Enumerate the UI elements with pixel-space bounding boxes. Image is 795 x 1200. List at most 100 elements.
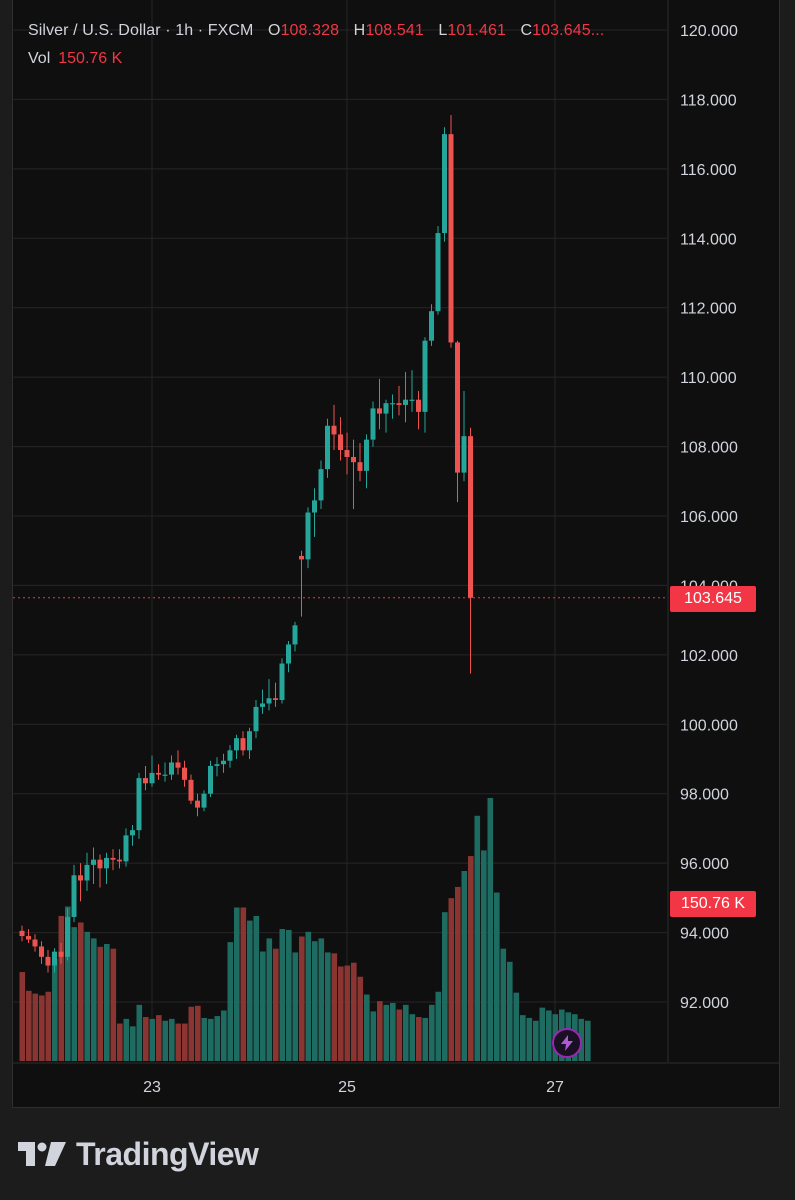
volume-bar <box>227 942 234 1061</box>
candle-body <box>78 875 83 881</box>
volume-bar <box>546 1010 552 1061</box>
candle <box>39 941 44 964</box>
volume-bar <box>448 898 455 1061</box>
candle <box>344 432 350 475</box>
volume-legend: Vol 150.76 K <box>28 50 122 68</box>
candle <box>156 764 161 780</box>
y-tick-label: 106.000 <box>680 509 738 526</box>
volume-bar <box>286 929 292 1061</box>
candle <box>422 337 428 433</box>
volume-bar <box>481 850 487 1061</box>
candle <box>299 550 304 617</box>
candle-body <box>455 342 460 473</box>
candle <box>409 370 415 412</box>
candle <box>214 757 220 777</box>
candle-body <box>357 462 363 471</box>
candle-body <box>253 706 259 732</box>
candle-body <box>409 399 415 401</box>
volume-bar <box>78 922 84 1061</box>
volume-bar <box>533 1020 539 1061</box>
volume-bar <box>526 1017 533 1061</box>
candle <box>318 460 324 510</box>
candle <box>19 925 25 942</box>
volume-bar <box>318 938 325 1061</box>
candle <box>312 488 317 537</box>
candle <box>201 790 207 812</box>
candle-body <box>26 936 31 940</box>
candle-body <box>312 500 317 513</box>
candle <box>442 127 447 242</box>
volume-bar <box>513 992 520 1061</box>
volume-bar <box>390 1002 396 1061</box>
candle <box>468 427 473 674</box>
candle <box>71 864 77 923</box>
volume-bar <box>208 1018 214 1061</box>
candle-body <box>247 731 252 751</box>
close-value: 103.645... <box>532 22 605 39</box>
volume-bar <box>201 1017 208 1061</box>
volume-bar <box>149 1018 156 1061</box>
lightning-icon[interactable] <box>552 1028 582 1058</box>
candle <box>188 774 194 805</box>
candle-body <box>91 859 96 865</box>
volume-bar <box>214 1016 221 1061</box>
volume-bar <box>429 1004 435 1061</box>
volume-bar <box>520 1015 526 1061</box>
chart-panel[interactable] <box>12 0 780 1108</box>
candle-body <box>162 774 168 776</box>
candle-body <box>403 399 408 405</box>
volume-bar <box>117 1023 123 1061</box>
candle <box>182 760 187 787</box>
volume-bar <box>468 856 474 1061</box>
volume-bar <box>71 927 78 1061</box>
volume-bar <box>234 907 240 1061</box>
volume-bar <box>182 1023 188 1061</box>
candle-body <box>39 946 44 957</box>
chart-legend: Silver / U.S. Dollar · 1h · FXCM O108.32… <box>28 22 604 40</box>
volume-bar <box>435 991 442 1061</box>
grid-lines <box>13 0 779 1064</box>
candle-body <box>110 857 116 860</box>
candle-body <box>286 644 291 664</box>
candle <box>240 731 246 756</box>
candle-body <box>227 750 233 761</box>
volume-bar <box>455 886 461 1061</box>
candle-body <box>260 703 265 707</box>
volume-bar <box>45 991 52 1061</box>
y-tick-label: 102.000 <box>680 648 738 665</box>
candle-body <box>390 403 395 405</box>
candle <box>221 753 226 773</box>
y-tick-label: 96.000 <box>680 856 729 873</box>
volume-label: Vol <box>28 50 51 67</box>
candle-body <box>169 762 174 775</box>
candle <box>234 734 239 759</box>
candle-body <box>299 555 304 560</box>
volume-bar <box>312 941 318 1061</box>
y-tick-label: 114.000 <box>680 231 737 248</box>
volume-bar <box>370 1011 377 1061</box>
candle <box>195 793 200 817</box>
candle <box>175 750 181 775</box>
candle <box>91 847 96 884</box>
candle <box>117 849 122 869</box>
brand-name: TradingView <box>76 1135 259 1172</box>
candle-body <box>240 738 246 751</box>
y-tick-label: 98.000 <box>680 787 729 804</box>
candle <box>169 755 174 780</box>
candle-body <box>123 835 129 862</box>
volume-bar <box>487 798 494 1061</box>
candle-body <box>318 469 324 501</box>
candle <box>435 226 441 315</box>
volume-bar <box>162 1020 169 1061</box>
candle-body <box>84 864 90 881</box>
y-tick-label: 94.000 <box>680 926 729 943</box>
close-label: C <box>520 22 533 39</box>
tradingview-logo[interactable]: TradingView <box>18 1134 259 1174</box>
candle-body <box>273 698 278 700</box>
candle <box>377 378 382 430</box>
candle <box>247 727 252 759</box>
volume-bar <box>188 1006 195 1061</box>
candle-body <box>195 800 200 808</box>
candle-body <box>19 930 25 937</box>
